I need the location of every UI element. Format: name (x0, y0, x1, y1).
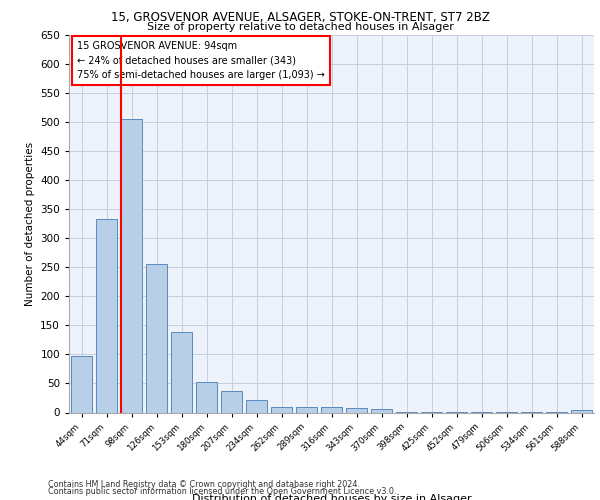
Bar (171, 332, 192, 412)
Bar (196, 382, 217, 412)
Bar (221, 391, 242, 412)
Text: Contains HM Land Registry data © Crown copyright and database right 2024.: Contains HM Land Registry data © Crown c… (48, 480, 360, 489)
Bar (321, 406, 342, 412)
Bar (246, 400, 267, 412)
Bar (346, 408, 367, 412)
Y-axis label: Number of detached properties: Number of detached properties (25, 142, 35, 306)
Bar (371, 409, 392, 412)
Bar (146, 264, 167, 412)
Text: 15, GROSVENOR AVENUE, ALSAGER, STOKE-ON-TRENT, ST7 2BZ: 15, GROSVENOR AVENUE, ALSAGER, STOKE-ON-… (110, 12, 490, 24)
Bar (96, 219, 117, 412)
Bar (296, 406, 317, 412)
Bar (121, 119, 142, 412)
X-axis label: Distribution of detached houses by size in Alsager: Distribution of detached houses by size … (191, 494, 472, 500)
Text: Contains public sector information licensed under the Open Government Licence v3: Contains public sector information licen… (48, 488, 397, 496)
Bar (271, 406, 292, 412)
Bar (71, 356, 92, 412)
Text: 15 GROSVENOR AVENUE: 94sqm
← 24% of detached houses are smaller (343)
75% of sem: 15 GROSVENOR AVENUE: 94sqm ← 24% of deta… (77, 40, 325, 80)
Bar (571, 410, 592, 412)
Text: Size of property relative to detached houses in Alsager: Size of property relative to detached ho… (146, 22, 454, 32)
